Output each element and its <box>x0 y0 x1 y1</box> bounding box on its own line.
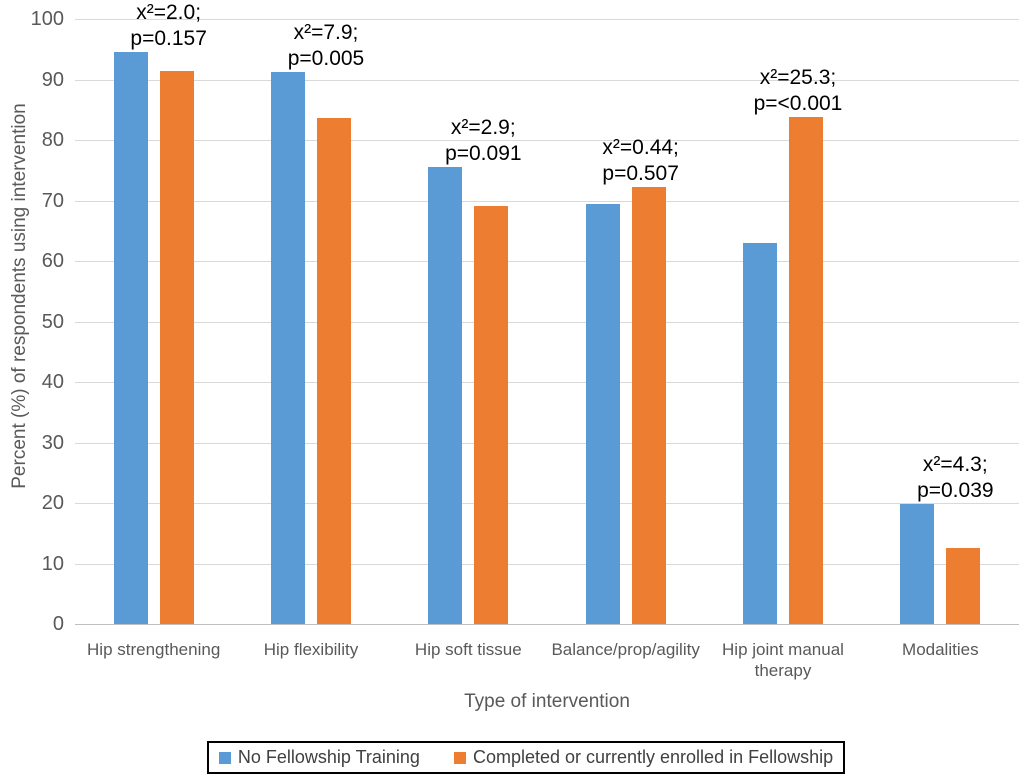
gridline <box>75 140 1019 141</box>
chi-square-value: x²=0.44; <box>602 136 679 160</box>
p-value: p=<0.001 <box>753 92 843 116</box>
gridline <box>75 382 1019 383</box>
chi-square-annotation: x²=2.0; p=0.157 <box>130 0 207 52</box>
category-label: Hip joint manual therapy <box>722 640 844 680</box>
bar-fellowship <box>474 205 509 624</box>
chi-square-annotation: x²=0.44; p=0.507 <box>602 135 679 187</box>
bar-fellowship <box>631 187 666 624</box>
bar-group: x²=2.9; p=0.091 Hip soft tissue <box>390 19 547 659</box>
category-label: Modalities <box>902 640 979 659</box>
gridline <box>75 200 1019 202</box>
chi-square-value: x²=2.0; <box>136 1 202 25</box>
category-label: Hip flexibility <box>263 640 359 659</box>
legend-item-no-fellowship: No Fellowship Training <box>218 747 420 768</box>
legend-item-fellowship: Completed or currently enrolled in Fello… <box>453 747 834 768</box>
y-tick-label: 30 <box>41 431 64 454</box>
gridline <box>75 261 1019 262</box>
bar-no-fellowship <box>428 166 463 624</box>
bar-fellowship <box>159 71 194 624</box>
bar-group: x²=7.9; p=0.005 Hip flexibility <box>232 19 389 659</box>
p-value: p=0.157 <box>130 27 207 51</box>
bar-no-fellowship <box>742 242 777 624</box>
legend-label-fellowship: Completed or currently enrolled in Fello… <box>472 747 834 767</box>
y-tick-label: 50 <box>41 310 64 333</box>
chi-square-annotation: x²=2.9; p=0.091 <box>445 115 522 167</box>
category-label: Hip strengthening <box>87 640 221 659</box>
y-tick-label: 80 <box>41 129 64 151</box>
bar-no-fellowship <box>270 72 305 624</box>
legend-marker-no-fellowship-icon <box>218 751 231 764</box>
p-value: p=0.507 <box>602 162 679 186</box>
y-tick-label: 20 <box>41 492 64 514</box>
y-tick-label: 70 <box>41 189 64 212</box>
plot-area: 0 10 20 30 40 50 60 70 80 90 100 x²=2.0; p=0.157 Hip … <box>31 1 1019 680</box>
legend-label-no-fellowship: No Fellowship Training <box>237 747 420 767</box>
gridline <box>75 442 1019 444</box>
category-label: Balance/prop/agility <box>551 640 700 659</box>
bar-fellowship <box>316 117 351 624</box>
gridline <box>75 79 1019 81</box>
chi-square-value: x²=25.3; <box>759 66 837 90</box>
gridline <box>75 563 1019 565</box>
p-value: p=0.005 <box>287 47 365 71</box>
bar-group: x²=2.0; p=0.157 Hip strengthening <box>75 1 232 659</box>
bar-fellowship <box>788 117 823 624</box>
chi-square-annotation: x²=7.9; p=0.005 <box>288 20 365 72</box>
x-axis-line <box>75 624 1019 625</box>
y-tick-label: 0 <box>52 613 64 635</box>
x-axis-title: Type of intervention <box>464 691 630 712</box>
chi-square-annotation: x²=25.3; p=<0.001 <box>754 65 843 117</box>
bar-group: x²=25.3; p=<0.001 Hip joint manual therapy <box>704 19 861 680</box>
y-tick-label: 100 <box>30 8 64 30</box>
gridline <box>75 503 1019 504</box>
bar-group: x²=4.3; p=0.039 Modalities <box>862 19 1019 659</box>
chi-square-annotation: x²=4.3; p=0.039 <box>917 452 994 504</box>
p-value: p=0.091 <box>445 141 522 165</box>
bar-no-fellowship <box>900 504 935 624</box>
bar-group: x²=0.44; p=0.507 Balance/prop/agility <box>547 19 704 659</box>
chi-square-value: x²=2.9; <box>450 115 516 139</box>
chi-square-value: x²=7.9; <box>293 21 359 45</box>
category-label: Hip soft tissue <box>414 640 522 659</box>
bar-fellowship <box>946 547 981 624</box>
chi-square-value: x²=4.3; <box>922 453 988 477</box>
gridline <box>75 321 1019 323</box>
y-tick-label: 90 <box>41 68 64 91</box>
y-tick-label: 10 <box>41 552 64 575</box>
p-value: p=0.039 <box>917 479 994 503</box>
legend: No Fellowship Training Completed or curr… <box>207 741 845 774</box>
bar-no-fellowship <box>113 52 148 624</box>
gridline <box>75 19 1019 20</box>
y-tick-label: 60 <box>41 250 64 272</box>
bar-no-fellowship <box>585 203 620 624</box>
y-tick-label: 40 <box>41 371 64 393</box>
legend-marker-fellowship-icon <box>453 751 466 764</box>
